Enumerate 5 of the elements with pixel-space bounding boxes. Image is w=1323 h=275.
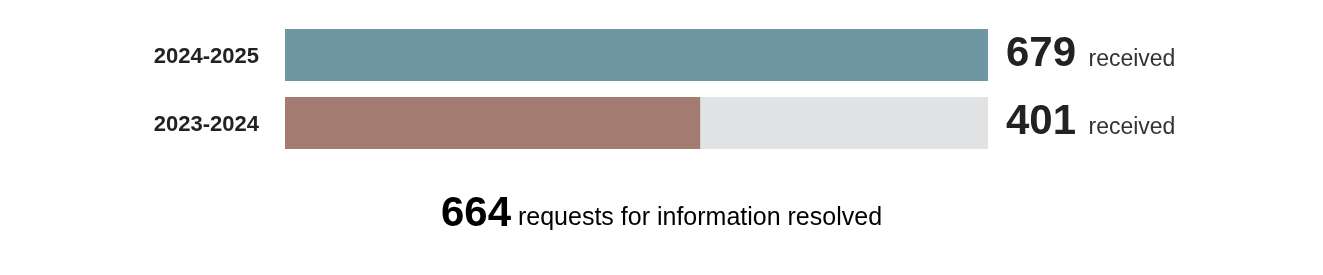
data-label: 679 received	[1006, 28, 1176, 77]
text: 664 requests for information resolved	[440, 187, 883, 235]
data-label: 401 received	[1006, 96, 1176, 145]
y-tick-label: 2024-2025	[153, 42, 259, 68]
y-tick-label: 2023-2024	[153, 110, 260, 136]
